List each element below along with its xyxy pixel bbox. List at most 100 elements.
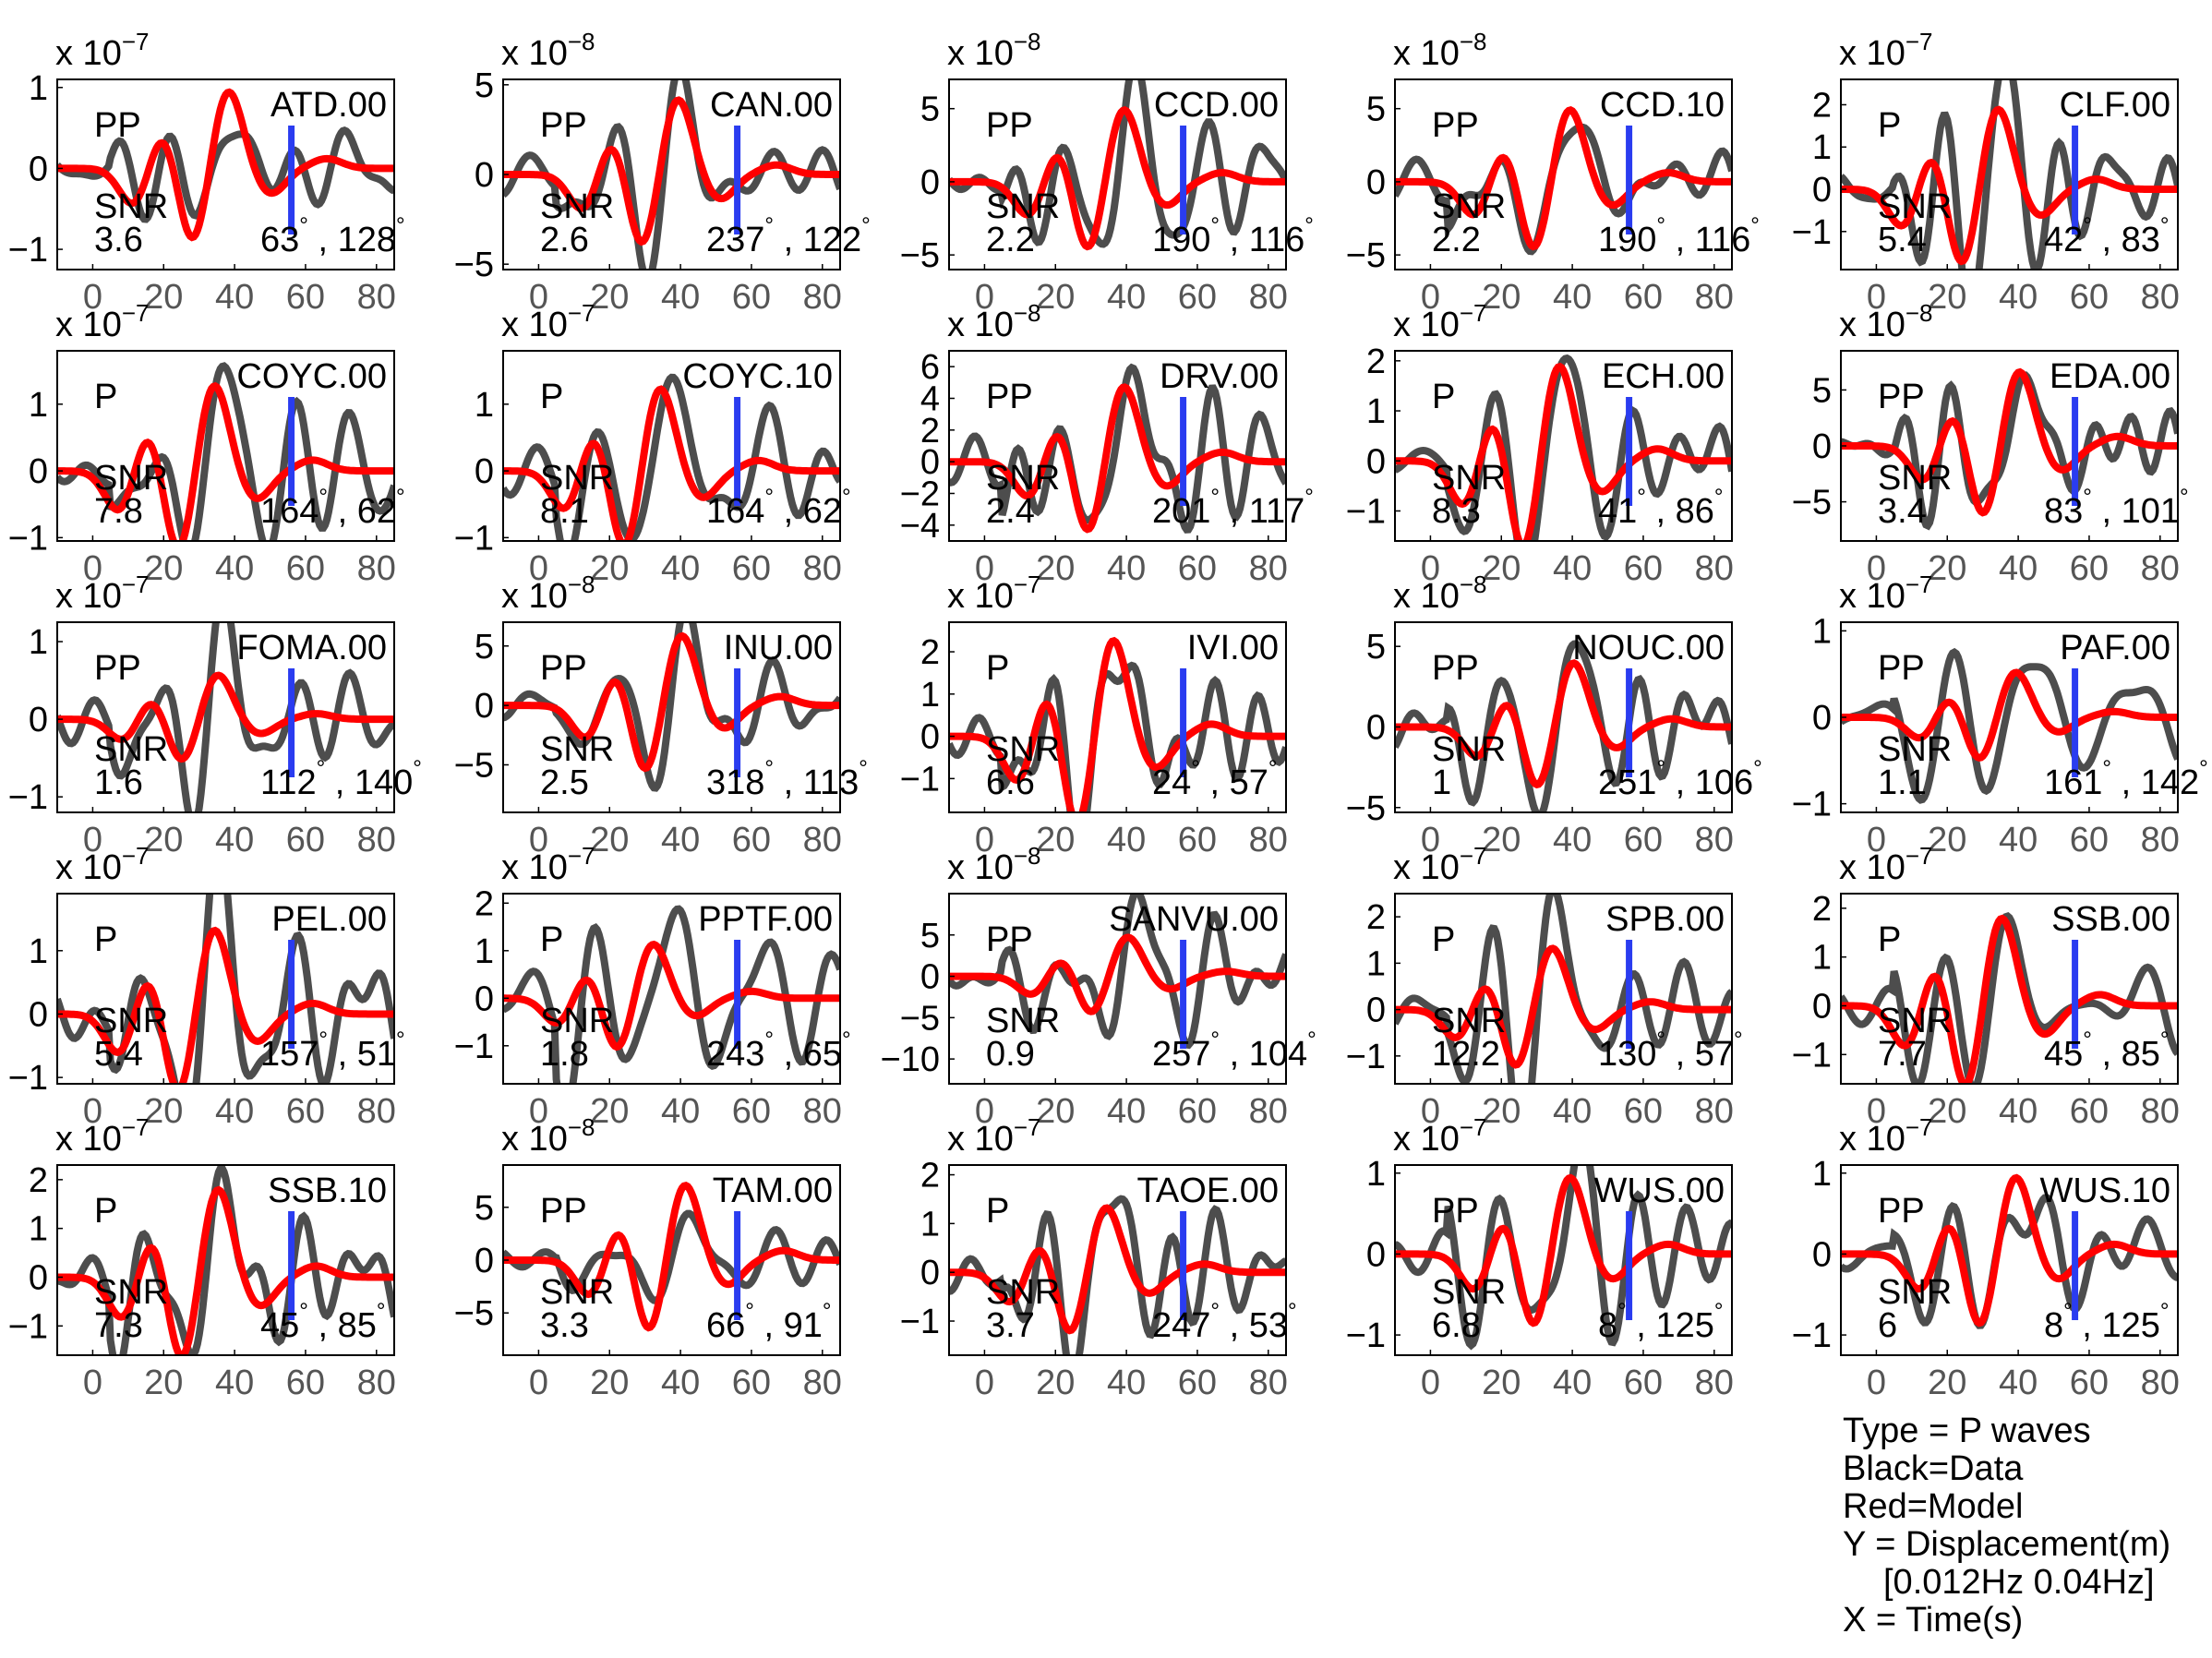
azimuth-distance-label: 45° , 85° <box>260 1299 385 1345</box>
x-tick-label: 40 <box>661 821 700 859</box>
azimuth-value: 190 <box>1598 221 1656 259</box>
model-trace <box>1841 1173 2178 1328</box>
azimuth-distance-label: 45° , 85° <box>2044 1027 2169 1074</box>
x-tick-label: 60 <box>1624 821 1663 859</box>
azimuth-value: 190 <box>1152 221 1210 259</box>
model-trace <box>503 631 840 773</box>
x-tick-label: 0 <box>975 821 994 859</box>
phase-label: P <box>540 378 563 416</box>
snr-label: SNR <box>540 459 614 498</box>
x-tick-label: 60 <box>1178 1092 1217 1131</box>
y-tick-label: −5 <box>1346 789 1386 828</box>
y-tick-label: 2 <box>920 1157 940 1195</box>
x-tick-label: 0 <box>529 1364 548 1402</box>
distance-value: 91 <box>784 1306 823 1345</box>
x-tick-label: 80 <box>357 821 396 859</box>
y-exponent-label: x 10−7 <box>947 1113 1040 1159</box>
azimuth-distance-label: 251° , 106° <box>1598 756 1762 802</box>
axes-box <box>1840 893 2179 1085</box>
x-tick-label: 40 <box>1553 1092 1592 1131</box>
snr-label: SNR <box>1432 187 1506 226</box>
data-trace <box>503 622 840 792</box>
y-tick-label: 0 <box>29 995 48 1034</box>
x-tick-label: 40 <box>215 1364 254 1402</box>
data-trace <box>949 1195 1286 1355</box>
y-tick-label: 1 <box>1366 1155 1386 1194</box>
azimuth-distance-label: 247° , 53° <box>1152 1299 1297 1345</box>
azimuth-value: 42 <box>2044 221 2083 259</box>
y-tick-label: −1 <box>8 1307 48 1346</box>
snr-value: 2.4 <box>986 492 1035 531</box>
azimuth-value: 237 <box>706 221 764 259</box>
y-tick-label: −4 <box>900 507 940 546</box>
y-tick-label: 0 <box>29 150 48 188</box>
x-tick-label: 80 <box>2141 1364 2180 1402</box>
azimuth-value: 83 <box>2044 492 2083 531</box>
data-trace <box>949 661 1286 812</box>
y-exponent-power: −7 <box>1905 28 1933 55</box>
y-exponent-label: x 10−8 <box>1393 571 1486 616</box>
azimuth-distance-label: 112° , 140° <box>260 756 422 802</box>
snr-value: 2.6 <box>540 221 589 259</box>
y-tick-label: 1 <box>1366 392 1386 431</box>
distance-value: 51 <box>357 1035 396 1074</box>
y-exponent-power: −8 <box>1905 299 1933 327</box>
x-tick-label: 60 <box>286 821 325 859</box>
azimuth-value: 8 <box>2044 1306 2063 1345</box>
y-exponent-power: −7 <box>122 842 150 870</box>
axes-box <box>1394 621 1733 813</box>
distance-value: 85 <box>338 1306 377 1345</box>
y-exponent-power: −7 <box>1014 571 1041 598</box>
x-tick-label: 80 <box>803 1092 842 1131</box>
x-tick-label: 0 <box>83 278 102 317</box>
distance-value: 83 <box>2122 221 2160 259</box>
x-tick-label: 20 <box>1036 1092 1075 1131</box>
y-tick-label: −1 <box>900 1303 940 1341</box>
y-tick-label: −5 <box>454 747 494 786</box>
model-trace <box>949 383 1286 534</box>
y-tick-label: 0 <box>920 958 940 997</box>
snr-label: SNR <box>1432 730 1506 769</box>
y-exponent-power: −7 <box>568 842 595 870</box>
y-tick-label: 0 <box>920 718 940 757</box>
x-tick-label: 60 <box>1178 821 1217 859</box>
y-tick-label: 0 <box>475 156 494 195</box>
distance-value: 85 <box>2122 1035 2160 1074</box>
phase-label: P <box>1878 920 1901 959</box>
x-tick-label: 60 <box>2070 1092 2109 1131</box>
data-trace <box>503 373 840 541</box>
y-exponent-power: −8 <box>1014 299 1041 327</box>
y-tick-label: −1 <box>1792 213 1832 252</box>
azimuth-distance-label: 42° , 83° <box>2044 213 2169 259</box>
y-exponent-label: x 10−7 <box>1393 1113 1486 1159</box>
y-tick-label: −1 <box>900 760 940 799</box>
snr-label: SNR <box>540 1273 614 1312</box>
x-tick-label: 20 <box>1928 278 1966 317</box>
x-tick-label: 40 <box>1999 549 2038 588</box>
phase-label: PP <box>1432 106 1479 145</box>
y-exponent-label: x 10−7 <box>55 1113 149 1159</box>
azimuth-distance-label: 63° , 128° <box>260 213 405 259</box>
y-exponent-label: x 10−7 <box>1839 842 1932 887</box>
y-tick-label: −5 <box>900 236 940 275</box>
data-trace <box>1395 354 1732 541</box>
x-tick-label: 80 <box>1695 278 1734 317</box>
x-tick-label: 20 <box>1036 821 1075 859</box>
y-exponent-label: x 10−8 <box>1839 299 1932 344</box>
axes-box <box>502 621 841 813</box>
x-tick-label: 20 <box>144 549 183 588</box>
y-tick-label: −1 <box>8 519 48 558</box>
x-tick-label: 60 <box>2070 549 2109 588</box>
phase-label: PP <box>986 106 1033 145</box>
snr-value: 3.6 <box>94 221 143 259</box>
azimuth-value: 257 <box>1152 1035 1210 1074</box>
x-tick-label: 80 <box>803 1364 842 1402</box>
phase-label: P <box>1432 378 1455 416</box>
x-tick-label: 80 <box>2141 549 2180 588</box>
snr-value: 0.9 <box>986 1035 1035 1074</box>
